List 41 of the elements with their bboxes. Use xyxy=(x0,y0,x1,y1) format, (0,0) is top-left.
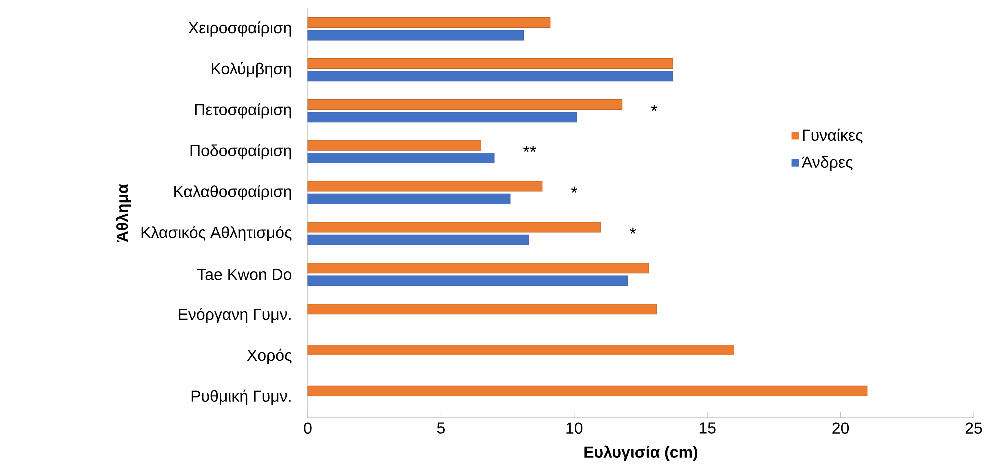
y-tick-label: Χορός xyxy=(247,348,292,364)
y-tick-label: Κολύμβηση xyxy=(212,62,292,78)
bar xyxy=(308,112,578,123)
x-tick-label: 10 xyxy=(566,422,583,434)
bar xyxy=(308,344,735,356)
annotation: ** xyxy=(523,146,536,152)
bar xyxy=(308,194,511,204)
y-tick-label: Καλαθοσφαίριση xyxy=(174,185,292,201)
y-axis-title: Άθλημα xyxy=(116,184,132,242)
annotation: * xyxy=(571,186,578,193)
annotation: * xyxy=(651,105,658,112)
y-tick-label: Ποδοσφαίριση xyxy=(190,144,292,160)
bar xyxy=(308,30,524,41)
legend-label: Άνδρες xyxy=(802,156,853,172)
x-axis-title: Ευλυγισία (cm) xyxy=(584,446,698,462)
bar xyxy=(308,140,482,151)
x-tick-label: 15 xyxy=(700,422,716,434)
x-tick-label: 20 xyxy=(832,422,850,434)
legend-label: Γυναίκες xyxy=(803,128,863,144)
bar xyxy=(308,181,543,192)
annotation: * xyxy=(630,228,636,234)
bar xyxy=(308,263,650,274)
y-tick-label: Ενόργανη Γυμν. xyxy=(179,308,291,324)
x-tick-label: 25 xyxy=(966,422,982,434)
y-tick-label: Ρυθμική Γυμν. xyxy=(192,390,291,406)
y-tick-label: Χειροσφαίριση xyxy=(188,21,292,37)
y-tick-label: Κλασικός Αθλητισμός xyxy=(142,226,292,242)
y-tick-label: Πετοσφαίριση xyxy=(195,103,292,119)
bar xyxy=(308,99,623,110)
bar xyxy=(308,386,868,396)
bar xyxy=(308,153,495,164)
bar xyxy=(308,276,628,286)
x-tick-label: 0 xyxy=(304,422,312,434)
bar xyxy=(308,71,674,82)
x-tick-label: 5 xyxy=(437,422,445,434)
bar xyxy=(308,58,674,70)
bar xyxy=(308,304,658,315)
bar xyxy=(308,234,530,246)
bar xyxy=(308,222,602,233)
y-tick-label: Tae Kwon Do xyxy=(197,269,292,280)
bar xyxy=(308,18,551,28)
